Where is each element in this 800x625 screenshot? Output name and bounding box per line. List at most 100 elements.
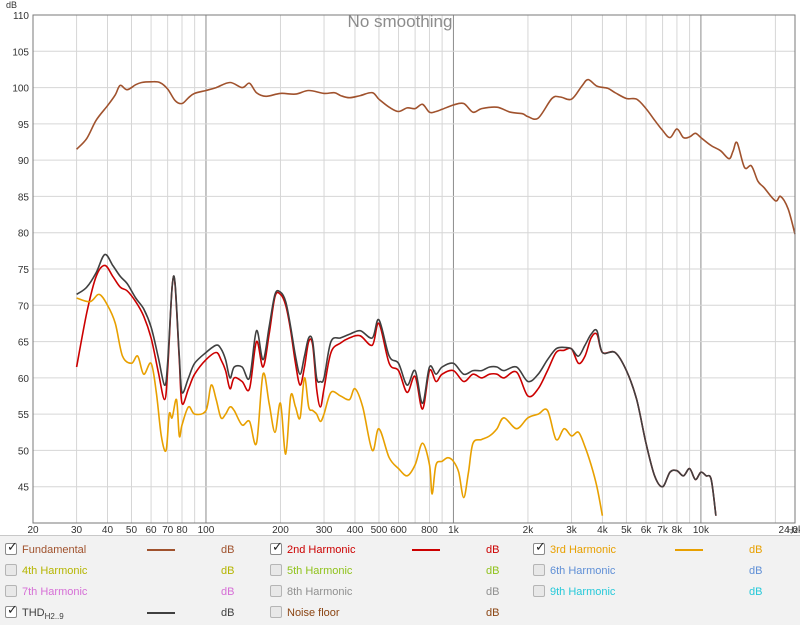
5th-harmonic-checkbox[interactable]	[270, 564, 282, 576]
chart-title: No smoothing	[348, 12, 453, 31]
check-icon: ✓	[7, 540, 18, 555]
legend-unit: dB	[221, 544, 235, 556]
3rd-harmonic-checkbox[interactable]: ✓	[533, 540, 546, 555]
x-tick-label: 20	[27, 525, 39, 534]
x-tick-label: 500	[371, 525, 388, 534]
y-tick-label: 85	[18, 192, 30, 203]
check-icon: ✓	[7, 603, 18, 618]
x-tick-label: 300	[316, 525, 333, 534]
legend-item-noise-floor[interactable]: Noise floor dB	[270, 603, 535, 624]
x-tick-label: 40	[102, 525, 114, 534]
x-unit-label: Hz	[787, 525, 798, 534]
x-tick-label: 3k	[566, 525, 578, 534]
y-tick-label: 90	[18, 156, 30, 167]
y-tick-label: 50	[18, 446, 30, 457]
series-line-thd	[76, 253, 717, 516]
x-tick-label: 6k	[641, 525, 653, 534]
y-tick-label: 105	[12, 47, 29, 58]
legend-label: Fundamental	[22, 544, 87, 556]
x-tick-label: 50	[126, 525, 138, 534]
legend-unit: dB	[486, 586, 500, 598]
x-tick-label: 7k	[657, 525, 669, 534]
legend-item-9th-harmonic[interactable]: 9th Harmonic dB	[533, 582, 798, 603]
grid	[32, 14, 795, 523]
legend-unit: dB	[749, 565, 763, 577]
y-tick-label: 55	[18, 410, 30, 421]
6th-harmonic-checkbox[interactable]	[533, 564, 545, 576]
x-tick-label: 8k	[672, 525, 684, 534]
legend-unit: dB	[486, 544, 500, 556]
thd-checkbox[interactable]: ✓	[5, 603, 18, 618]
series-group	[75, 78, 796, 516]
legend-label: THDH2..9	[22, 607, 64, 623]
series-line-3rd-harmonic	[76, 293, 604, 516]
fundamental-checkbox[interactable]: ✓	[5, 540, 18, 555]
y-tick-label: 75	[18, 265, 30, 276]
chart-background	[0, 0, 800, 534]
legend-item-thd[interactable]: ✓ THDH2..9 dB	[5, 603, 270, 624]
legend-item-4th-harmonic[interactable]: 4th Harmonic dB	[5, 561, 270, 582]
legend-item-8th-harmonic[interactable]: 8th Harmonic dB	[270, 582, 535, 603]
legend-item-fundamental[interactable]: ✓ Fundamental dB	[5, 540, 270, 561]
legend-item-6th-harmonic[interactable]: 6th Harmonic dB	[533, 561, 798, 582]
legend-row: 4th Harmonic dB 5th Harmonic dB 6th Harm…	[0, 561, 800, 582]
x-tick-label: 60	[146, 525, 158, 534]
legend-item-7th-harmonic[interactable]: 7th Harmonic dB	[5, 582, 270, 603]
legend-item-5th-harmonic[interactable]: 5th Harmonic dB	[270, 561, 535, 582]
series-line-fundamental	[76, 78, 796, 235]
4th-harmonic-checkbox[interactable]	[5, 564, 17, 576]
legend-label: 4th Harmonic	[22, 565, 88, 577]
thd-label-main: THD	[22, 607, 45, 619]
legend-row: 7th Harmonic dB 8th Harmonic dB 9th Harm…	[0, 582, 800, 603]
x-tick-label: 600	[390, 525, 407, 534]
legend-label: 5th Harmonic	[287, 565, 353, 577]
legend-panel: ✓ Fundamental dB ✓ 2nd Harmonic dB ✓ 3rd…	[0, 535, 800, 625]
legend-item-2nd-harmonic[interactable]: ✓ 2nd Harmonic dB	[270, 540, 535, 561]
x-tick-label: 100	[198, 525, 215, 534]
y-tick-label: 45	[18, 483, 30, 494]
x-tick-label: 800	[421, 525, 438, 534]
x-tick-label: 400	[347, 525, 364, 534]
distortion-chart: No smoothing dB Hz 45 50 55 60 65 70 75 80 85 90 9…	[0, 0, 800, 534]
y-tick-label: 60	[18, 374, 30, 385]
legend-swatch	[147, 612, 175, 614]
legend-label: Noise floor	[287, 607, 340, 619]
plot-frame	[32, 14, 796, 524]
x-tick-label: 30	[71, 525, 83, 534]
x-tick-label: 2k	[523, 525, 535, 534]
legend-swatch	[412, 549, 440, 551]
y-tick-label: 100	[12, 84, 29, 95]
legend-unit: dB	[749, 586, 763, 598]
legend-unit: dB	[486, 607, 500, 619]
legend-label: 3rd Harmonic	[550, 544, 617, 556]
y-tick-label: 95	[18, 120, 30, 131]
y-tick-label: 70	[18, 301, 30, 312]
x-tick-labels: 20 30 40 50 60 70 80 100 200 300 400 500 600 800 1k 2k 3…	[27, 525, 800, 534]
legend-label: 2nd Harmonic	[287, 544, 356, 556]
legend-swatch	[147, 549, 175, 551]
y-tick-label: 110	[13, 11, 29, 22]
y-tick-label: 80	[18, 229, 30, 240]
check-icon: ✓	[272, 540, 283, 555]
legend-unit: dB	[221, 607, 235, 619]
legend-label: 8th Harmonic	[287, 586, 353, 598]
x-tick-label: 4k	[597, 525, 609, 534]
8th-harmonic-checkbox[interactable]	[270, 585, 282, 597]
legend-label: 7th Harmonic	[22, 586, 88, 598]
x-tick-label: 80	[176, 525, 188, 534]
legend-unit: dB	[221, 565, 235, 577]
x-tick-label: 5k	[621, 525, 633, 534]
legend-row: ✓ THDH2..9 dB Noise floor dB	[0, 603, 800, 624]
x-tick-label: 70	[162, 525, 174, 534]
noise-floor-checkbox[interactable]	[270, 606, 282, 618]
9th-harmonic-checkbox[interactable]	[533, 585, 545, 597]
legend-swatch	[675, 549, 703, 551]
x-tick-label: 10k	[693, 525, 710, 534]
legend-label: 6th Harmonic	[550, 565, 616, 577]
legend-item-3rd-harmonic[interactable]: ✓ 3rd Harmonic dB	[533, 540, 798, 561]
x-tick-label: 1k	[448, 525, 460, 534]
y-unit-label: dB	[6, 0, 17, 10]
7th-harmonic-checkbox[interactable]	[5, 585, 17, 597]
2nd-harmonic-checkbox[interactable]: ✓	[270, 540, 283, 555]
legend-unit: dB	[749, 544, 763, 556]
